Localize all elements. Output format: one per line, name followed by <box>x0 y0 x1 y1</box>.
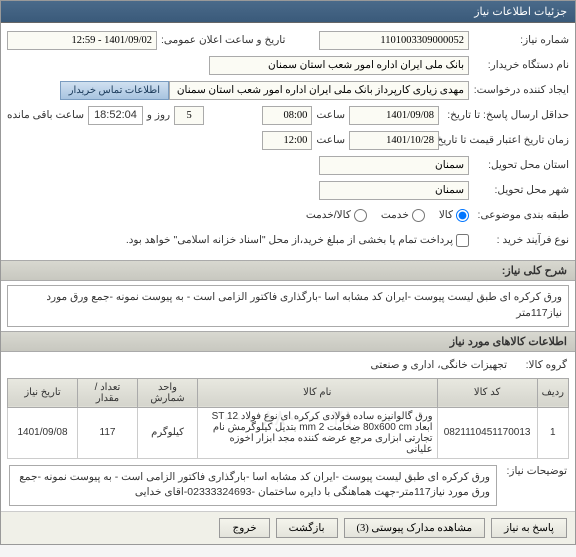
extra-desc-text: ورق کرکره ای طبق لیست پیوست -ایران کد مش… <box>9 465 497 507</box>
col-unit: واحد شمارش <box>138 378 198 407</box>
need-no-label: شماره نیاز: <box>469 34 569 46</box>
details-panel: جزئیات اطلاعات نیاز شماره نیاز: تاریخ و … <box>0 0 576 545</box>
back-button[interactable]: بازگشت <box>276 518 338 538</box>
radio-goods-label: کالا <box>439 209 453 221</box>
radio-both-input[interactable] <box>354 209 367 222</box>
announce-label: تاریخ و ساعت اعلان عمومی: <box>161 34 285 46</box>
credit-label: زمان تاریخ اعتبار قیمت تا تاریخ: <box>439 134 569 146</box>
need-no-field[interactable] <box>319 31 469 50</box>
cell-code: 0821110451170013 <box>437 407 537 458</box>
button-bar: پاسخ به نیاز مشاهده مدارک پیوستی (3) باز… <box>1 511 575 544</box>
days-label: روز و <box>147 109 170 121</box>
delivery-city-label: شهر محل تحویل: <box>469 184 569 196</box>
check-treasury[interactable]: پرداخت تمام یا بخشی از مبلغ خرید،از محل … <box>126 234 469 247</box>
time-label-1: ساعت <box>316 109 345 121</box>
buyer-org-label: نام دستگاه خریدار: <box>469 59 569 71</box>
attachments-button[interactable]: مشاهده مدارک پیوستی (3) <box>344 518 486 538</box>
goods-table: ردیف کد کالا نام کالا واحد شمارش تعداد /… <box>7 378 569 459</box>
form-area: شماره نیاز: تاریخ و ساعت اعلان عمومی: نا… <box>1 23 575 260</box>
category-radio-group: کالا خدمت کالا/خدمت <box>306 209 469 222</box>
deadline-time-field[interactable] <box>262 106 312 125</box>
exit-button[interactable]: خروج <box>219 518 269 538</box>
buyer-org-field[interactable] <box>209 56 469 75</box>
deadline-date-field[interactable] <box>349 106 439 125</box>
radio-service-label: خدمت <box>381 209 409 221</box>
goods-header: اطلاعات کالاهای مورد نیاز <box>1 331 575 352</box>
radio-goods[interactable]: کالا <box>439 209 469 222</box>
col-row: ردیف <box>537 378 568 407</box>
table-wrapper: ردیف کد کالا نام کالا واحد شمارش تعداد /… <box>1 378 575 459</box>
contact-info-button[interactable]: اطلاعات تماس خریدار <box>60 81 169 100</box>
radio-both[interactable]: کالا/خدمت <box>306 209 367 222</box>
credit-date-field[interactable] <box>349 131 439 150</box>
radio-service-input[interactable] <box>412 209 425 222</box>
radio-goods-input[interactable] <box>456 209 469 222</box>
need-desc-header: شرح کلی نیاز: <box>502 264 567 277</box>
purchase-type-label: نوع فرآیند خرید : <box>469 234 569 246</box>
delivery-prov-label: استان محل تحویل: <box>469 159 569 171</box>
radio-service[interactable]: خدمت <box>381 209 425 222</box>
need-desc-text: ورق کرکره ای طبق لیست پیوست -ایران کد مش… <box>7 285 569 327</box>
requester-label: ایجاد کننده درخواست: <box>469 84 569 96</box>
reply-button[interactable]: پاسخ به نیاز <box>491 518 567 538</box>
announce-field[interactable] <box>7 31 157 50</box>
col-date: تاریخ نیاز <box>8 378 78 407</box>
table-row[interactable]: 1 0821110451170013 ورق گالوانیزه ساده فو… <box>8 407 569 458</box>
purchase-check-group: پرداخت تمام یا بخشی از مبلغ خرید،از محل … <box>126 234 469 247</box>
goods-group-label: گروه کالا: <box>507 359 567 371</box>
delivery-prov-field[interactable] <box>319 156 469 175</box>
credit-time-field[interactable] <box>262 131 312 150</box>
cell-idx: 1 <box>537 407 568 458</box>
panel-title: جزئیات اطلاعات نیاز <box>1 1 575 23</box>
col-qty: تعداد / مقدار <box>78 378 138 407</box>
check-treasury-input[interactable] <box>456 234 469 247</box>
deadline-label: حداقل ارسال پاسخ: تا تاریخ: <box>439 109 569 121</box>
requester-field[interactable] <box>169 81 469 100</box>
time-label-2: ساعت <box>316 134 345 146</box>
col-code: کد کالا <box>437 378 537 407</box>
countdown-label: ساعت باقی مانده <box>7 109 84 121</box>
days-value-field[interactable] <box>174 106 204 125</box>
extra-desc-label: توضیحات نیاز: <box>497 465 567 477</box>
delivery-city-field[interactable] <box>319 181 469 200</box>
goods-group-value: تجهیزات خانگی، اداری و صنعتی <box>371 359 507 371</box>
countdown-timer: 18:52:04 <box>88 106 143 125</box>
radio-both-label: کالا/خدمت <box>306 209 351 221</box>
payment-note: پرداخت تمام یا بخشی از مبلغ خرید،از محل … <box>126 234 453 246</box>
cell-qty: 117 <box>78 407 138 458</box>
category-label: طبقه بندی موضوعی: <box>469 209 569 221</box>
cell-unit: کیلوگرم <box>138 407 198 458</box>
cell-name: ورق گالوانیزه ساده فولادی کرکره ای نوع ف… <box>198 407 438 458</box>
col-name: نام کالا <box>198 378 438 407</box>
cell-date: 1401/09/08 <box>8 407 78 458</box>
